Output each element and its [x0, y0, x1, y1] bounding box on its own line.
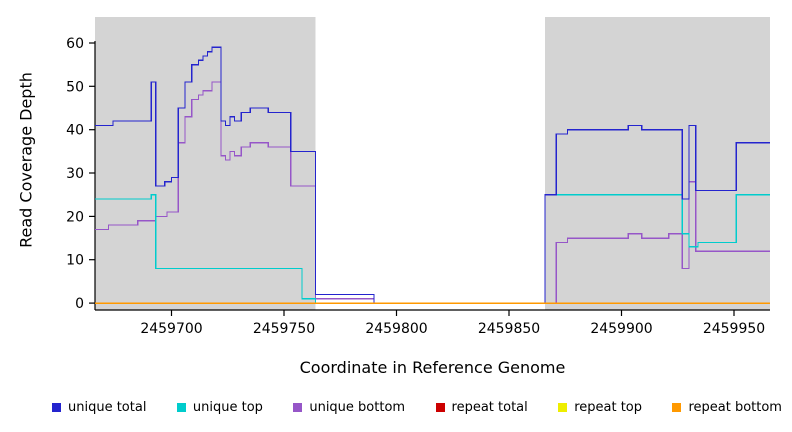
legend-swatch-icon [558, 403, 568, 412]
legend-swatch-icon [176, 403, 186, 412]
legend-label: unique total [68, 400, 147, 415]
legend-swatch-icon [52, 403, 61, 412]
legend-label: unique bottom [309, 400, 406, 415]
svg-text:2459700: 2459700 [140, 321, 202, 337]
legend-label: repeat total [451, 400, 528, 415]
svg-text:2459800: 2459800 [365, 321, 427, 337]
legend-item-repeat-bottom: repeat bottom [672, 400, 782, 415]
legend-label: unique top [192, 400, 263, 415]
svg-text:2459750: 2459750 [253, 321, 315, 337]
svg-text:10: 10 [66, 253, 84, 269]
legend-swatch-icon [293, 403, 303, 412]
legend-label: repeat top [574, 400, 642, 415]
legend-label: repeat bottom [688, 400, 782, 415]
legend-item-unique-bottom: unique bottom [293, 400, 405, 415]
legend-item-unique-top: unique top [176, 400, 263, 415]
svg-text:30: 30 [66, 166, 84, 182]
svg-text:0: 0 [75, 296, 84, 312]
legend-item-repeat-top: repeat top [558, 400, 642, 415]
svg-text:2459850: 2459850 [478, 321, 540, 337]
legend-item-unique-total: unique total [52, 400, 146, 415]
legend: unique total unique top unique bottom re… [52, 400, 782, 415]
y-axis-label: Read Coverage Depth [16, 72, 36, 248]
legend-swatch-icon [435, 403, 445, 412]
svg-text:20: 20 [66, 209, 84, 225]
svg-text:50: 50 [66, 79, 84, 95]
svg-text:2459950: 2459950 [703, 321, 765, 337]
legend-swatch-icon [672, 403, 682, 412]
svg-text:60: 60 [66, 36, 84, 52]
x-axis-label: Coordinate in Reference Genome [299, 358, 566, 377]
svg-text:40: 40 [66, 123, 84, 139]
legend-item-repeat-total: repeat total [435, 400, 528, 415]
svg-text:2459900: 2459900 [590, 321, 652, 337]
